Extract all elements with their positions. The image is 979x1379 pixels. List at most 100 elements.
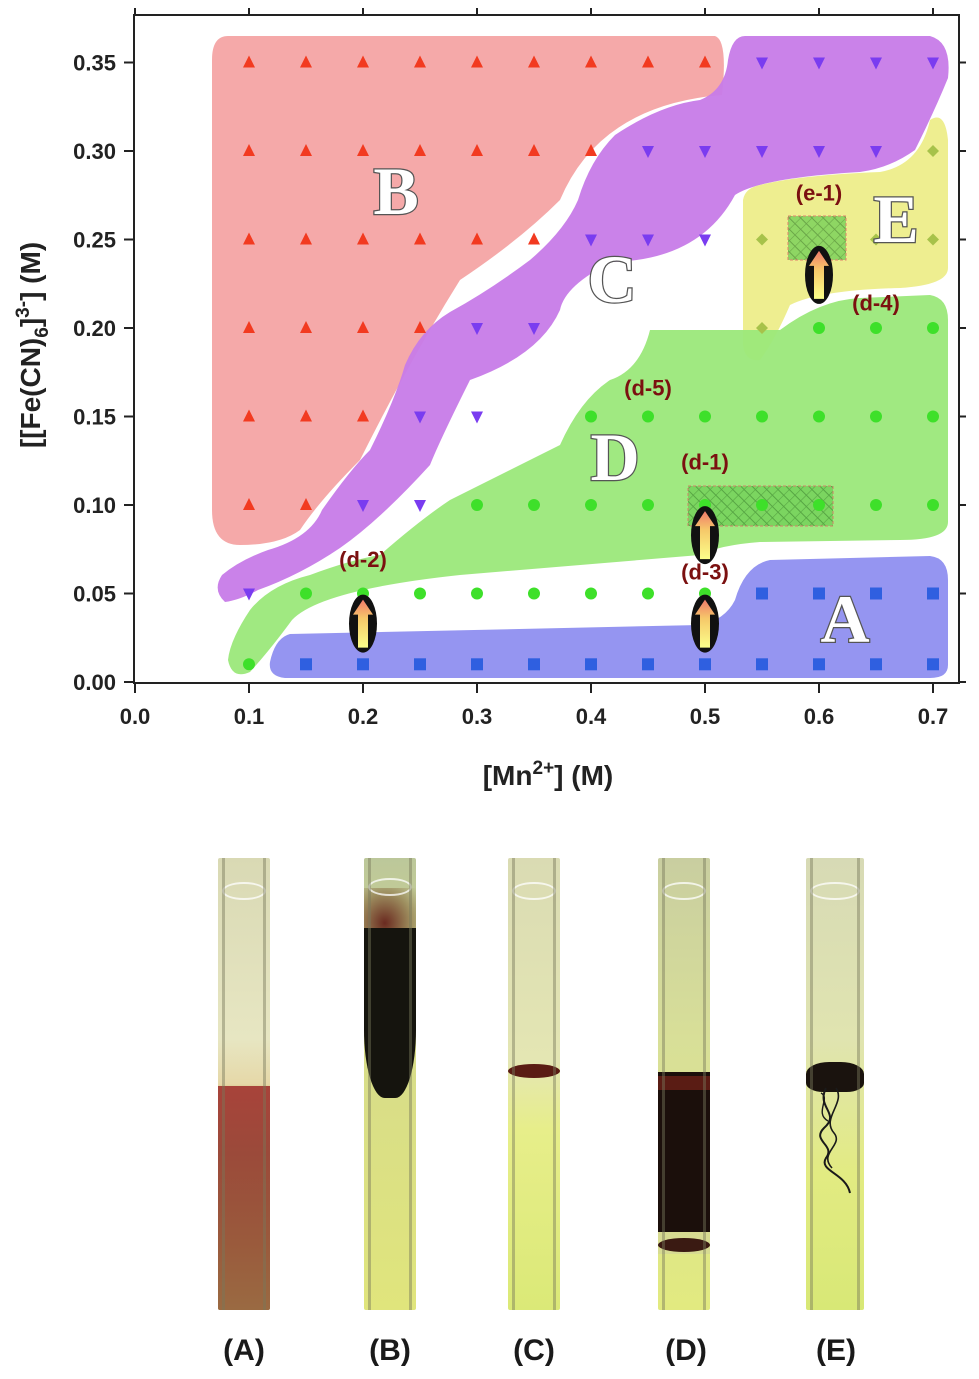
x-tick-label: 0.3 (462, 704, 493, 729)
region-label-C: C (587, 241, 636, 317)
data-point-B (243, 55, 255, 68)
data-point-D (756, 499, 768, 511)
data-point-B (528, 232, 540, 245)
data-point-D (813, 499, 825, 511)
data-point-B (471, 232, 483, 245)
region-C-shape (217, 36, 949, 602)
data-point-D (585, 499, 597, 511)
tube-photo-E (806, 858, 864, 1310)
data-point-C (471, 323, 483, 335)
data-point-A (528, 658, 540, 671)
annotation-label: (d-1) (681, 450, 729, 475)
data-point-B (357, 409, 369, 422)
data-point-A (642, 658, 654, 671)
y-tick-label: 0.20 (73, 316, 116, 341)
y-tick-label: 0.00 (73, 670, 116, 695)
tube-label-C: (C) (513, 1334, 555, 1367)
data-point-C (813, 57, 825, 70)
data-point-B (585, 144, 597, 156)
x-tick-label: 0.6 (804, 704, 835, 729)
data-point-B (357, 321, 369, 333)
data-point-A (414, 658, 426, 671)
data-point-A (870, 587, 882, 600)
data-point-B (414, 232, 426, 245)
data-point-D (699, 410, 711, 423)
region-B-shape (212, 36, 724, 545)
y-axis-title: [[Fe(CN)6]3-] (M) (13, 242, 53, 448)
y-tick-label: 0.30 (73, 139, 116, 164)
data-point-D (243, 658, 255, 671)
data-point-D (870, 410, 882, 423)
data-point-D (528, 499, 540, 511)
data-point-B (243, 144, 255, 156)
data-point-D (927, 322, 939, 334)
data-point-B (585, 55, 597, 68)
up-arrow-icon (691, 594, 719, 653)
data-point-C (756, 146, 768, 158)
data-point-A (585, 658, 597, 671)
data-point-B (357, 55, 369, 68)
data-point-B (471, 144, 483, 156)
data-point-B (243, 498, 255, 510)
data-point-C (414, 500, 426, 512)
data-point-A (756, 658, 768, 671)
data-point-E (927, 145, 939, 157)
data-point-D (756, 410, 768, 423)
tube-label-B: (B) (369, 1334, 411, 1367)
data-point-D (927, 499, 939, 511)
x-axis-title: [Mn2+] (M) (483, 758, 614, 791)
x-tick-label: 0.1 (234, 704, 265, 729)
data-point-B (357, 144, 369, 156)
tube-photo-D (658, 858, 710, 1310)
data-point-E (756, 233, 768, 246)
data-point-A (756, 587, 768, 600)
data-point-B (243, 321, 255, 333)
data-point-A (357, 658, 369, 671)
data-point-C (585, 234, 597, 247)
data-point-D (813, 322, 825, 334)
data-point-D (642, 587, 654, 600)
x-tick-label: 0.4 (576, 704, 607, 729)
data-point-B (642, 55, 654, 68)
data-point-C (699, 234, 711, 247)
annotation-label: (e-1) (796, 181, 842, 206)
data-point-D (585, 410, 597, 423)
data-point-C (870, 57, 882, 70)
tube-photo-B (364, 858, 416, 1310)
data-point-D (471, 587, 483, 600)
data-point-D (642, 499, 654, 511)
region-label-B: B (373, 153, 418, 229)
data-point-A (813, 658, 825, 671)
x-tick-label: 0.5 (690, 704, 721, 729)
data-point-B (414, 55, 426, 68)
arrows (349, 245, 833, 653)
data-point-B (243, 409, 255, 422)
data-point-D (813, 410, 825, 423)
data-point-D (300, 587, 312, 600)
up-arrow-icon (349, 594, 377, 653)
y-axis: 0.00 0.05 0.10 0.15 0.20 0.25 0.30 0.35 (73, 51, 966, 695)
data-point-B (528, 55, 540, 68)
region-label-E: E (873, 181, 918, 257)
data-point-B (300, 321, 312, 333)
data-point-A (927, 658, 939, 671)
data-point-B (300, 144, 312, 156)
data-point-B (528, 144, 540, 156)
plot-frame (133, 14, 960, 684)
data-point-D (585, 587, 597, 600)
y-tick-label: 0.10 (73, 493, 116, 518)
y-tick-label: 0.25 (73, 228, 116, 253)
data-point-A (813, 587, 825, 600)
data-point-B (300, 409, 312, 422)
x-axis: 0.0 0.1 0.2 0.3 0.4 0.5 0.6 0.7 (120, 8, 948, 729)
annotation-label: (d-3) (681, 559, 729, 584)
data-point-C (528, 323, 540, 335)
data-point-B (699, 55, 711, 68)
data-point-C (699, 146, 711, 158)
annotations: (d-1) (d-2) (d-3) (d-4) (d-5) (e-1) (339, 181, 900, 585)
tube-label-D: (D) (665, 1334, 707, 1367)
data-point-C (813, 146, 825, 158)
data-point-B (300, 232, 312, 245)
data-point-B (471, 55, 483, 68)
y-tick-label: 0.15 (73, 405, 116, 430)
